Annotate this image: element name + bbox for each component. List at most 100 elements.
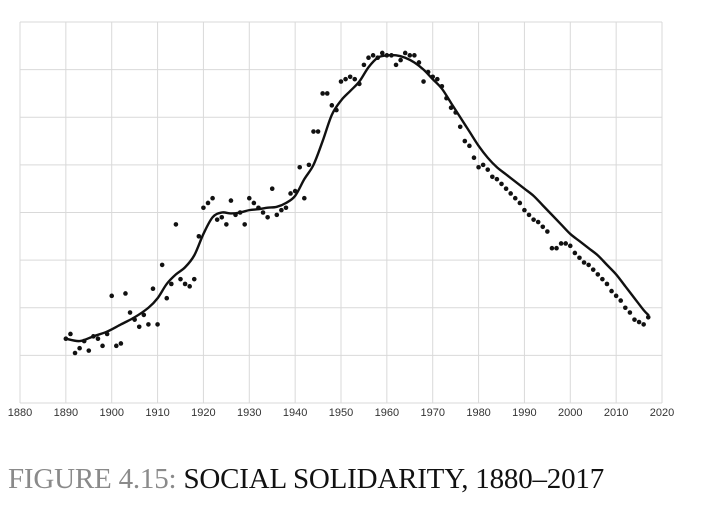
data-point — [256, 205, 261, 211]
data-point — [375, 55, 380, 61]
data-point — [558, 241, 564, 246]
data-point — [618, 298, 624, 303]
data-point — [352, 76, 358, 82]
data-point — [421, 79, 426, 84]
data-point — [95, 336, 101, 342]
data-point — [127, 310, 133, 315]
data-point — [577, 255, 582, 261]
data-point — [297, 164, 303, 170]
data-point — [632, 317, 637, 322]
data-point — [123, 291, 128, 296]
data-point — [476, 164, 481, 170]
data-point — [63, 336, 69, 342]
data-point — [132, 317, 137, 322]
data-points — [63, 50, 651, 356]
x-axis-ticks: 1880 1890 1900 1910 1920 1930 1940 1950 1960 1970… — [8, 407, 674, 419]
data-point — [292, 188, 298, 194]
data-point — [201, 205, 206, 211]
data-point — [77, 345, 82, 351]
chart-area: 1880 1890 1900 1910 1920 1930 1940 1950 1960 1970… — [8, 21, 674, 419]
data-point — [173, 222, 179, 227]
data-point — [114, 343, 119, 349]
data-point — [178, 276, 183, 282]
data-point — [219, 214, 225, 220]
data-point — [540, 224, 546, 230]
data-point — [526, 212, 532, 218]
x-tick-label: 1950 — [329, 407, 353, 419]
data-point — [191, 276, 197, 282]
data-point — [320, 91, 325, 96]
data-point — [416, 60, 422, 65]
data-point — [347, 74, 353, 80]
data-point — [205, 200, 211, 206]
data-point — [242, 222, 247, 227]
data-point — [141, 312, 147, 318]
data-point — [155, 322, 160, 327]
data-point — [572, 250, 578, 256]
data-point — [407, 53, 413, 58]
data-point — [522, 207, 527, 213]
data-point — [343, 76, 348, 82]
data-point — [279, 207, 284, 213]
data-point — [260, 210, 266, 215]
smoothed-trend-line — [64, 53, 650, 343]
data-point — [233, 212, 238, 218]
data-point — [595, 272, 601, 277]
data-point — [485, 167, 491, 172]
data-point — [251, 200, 257, 206]
data-point — [480, 162, 486, 168]
data-point — [288, 191, 293, 196]
data-point — [68, 331, 73, 337]
data-point — [164, 295, 170, 301]
data-point — [444, 95, 449, 101]
data-point — [118, 341, 124, 346]
data-point — [636, 319, 642, 325]
data-point — [549, 245, 555, 251]
data-point — [338, 79, 344, 84]
data-point — [453, 110, 458, 115]
data-point — [265, 214, 270, 220]
data-point — [499, 181, 504, 187]
x-tick-label: 1910 — [145, 407, 169, 419]
data-point — [150, 286, 156, 292]
data-point — [581, 260, 587, 265]
data-point — [159, 262, 165, 268]
data-point — [398, 57, 403, 63]
data-point — [435, 76, 440, 82]
data-point — [274, 212, 280, 218]
data-point — [224, 222, 229, 227]
data-point — [269, 186, 275, 191]
data-point — [531, 217, 536, 222]
data-point — [315, 129, 321, 134]
data-point — [517, 200, 523, 206]
data-point — [361, 62, 367, 68]
data-point — [627, 310, 633, 315]
x-tick-label: 1880 — [8, 407, 32, 419]
data-point — [448, 105, 454, 111]
x-tick-label: 2010 — [604, 407, 628, 419]
data-point — [214, 217, 220, 222]
x-tick-label: 1890 — [54, 407, 78, 419]
data-point — [384, 53, 390, 58]
data-point — [379, 50, 385, 56]
data-point — [311, 129, 316, 134]
data-point — [490, 174, 495, 180]
data-point — [91, 334, 96, 339]
data-point — [237, 210, 243, 215]
data-point — [590, 267, 596, 272]
data-point — [545, 229, 550, 234]
data-point — [182, 281, 188, 287]
data-point — [563, 241, 568, 246]
data-point — [136, 324, 142, 330]
figure-caption: FIGURE 4.15: SOCIAL SOLIDARITY, 1880–201… — [8, 462, 604, 496]
data-point — [508, 191, 513, 196]
data-point — [430, 74, 436, 80]
data-point — [641, 322, 646, 327]
data-point — [439, 83, 445, 89]
data-point — [196, 234, 202, 239]
data-point — [334, 107, 339, 113]
data-point — [302, 195, 307, 201]
data-point — [389, 53, 394, 58]
data-point — [467, 143, 472, 149]
data-point — [457, 124, 463, 130]
